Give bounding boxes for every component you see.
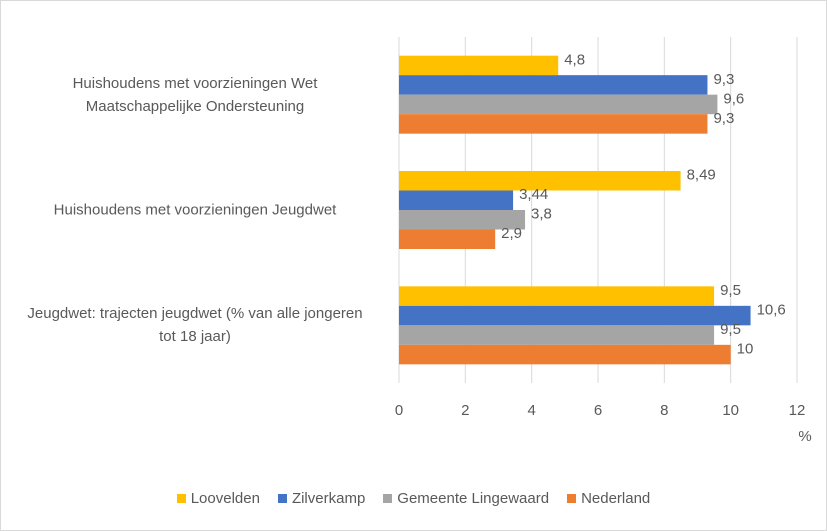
legend-item: Zilverkamp — [277, 490, 366, 507]
data-label: 9,5 — [720, 282, 741, 299]
legend-swatch — [383, 494, 393, 503]
legend-item: Gemeente Lingewaard — [383, 490, 549, 507]
legend-item: Nederland — [567, 490, 650, 507]
bar — [399, 210, 526, 230]
data-label: 3,8 — [531, 206, 552, 223]
data-label: 8,49 — [687, 167, 716, 184]
legend-swatch — [176, 494, 186, 503]
bar — [399, 286, 715, 306]
legend-label: Gemeente Lingewaard — [397, 490, 550, 507]
bar — [399, 305, 751, 326]
bar — [399, 190, 514, 210]
data-label: 4,8 — [564, 51, 585, 68]
bar — [399, 114, 708, 134]
x-tick-label: 8 — [660, 402, 668, 419]
legend-label: Nederland — [581, 490, 651, 507]
bar — [399, 344, 731, 365]
legend-item: Loovelden — [176, 490, 260, 507]
data-label: 9,3 — [713, 110, 734, 127]
data-label: 10 — [737, 341, 754, 358]
bar — [399, 75, 708, 95]
category-label: Huishoudens met voorzieningen Jeugdwet — [53, 201, 337, 219]
x-tick-label: 0 — [395, 402, 403, 419]
legend-swatch — [277, 494, 287, 503]
legend: Loovelden Zilverkamp Gemeente Lingewaard Ne… — [0, 490, 827, 507]
x-tick-label: 12 — [789, 402, 806, 419]
legend-label: Zilverkamp — [291, 490, 366, 507]
data-label: 9,5 — [720, 321, 741, 338]
x-axis-label: % — [798, 428, 811, 445]
data-label: 2,9 — [501, 225, 522, 242]
x-tick-label: 10 — [722, 402, 739, 419]
bar — [399, 55, 559, 76]
category-label: Huishoudens met voorzieningen Wet Maatsc… — [72, 74, 318, 115]
data-label: 3,44 — [519, 186, 548, 203]
legend-label: Loovelden — [190, 490, 260, 507]
data-label: 9,3 — [713, 71, 734, 88]
legend-swatch — [567, 494, 577, 503]
data-label: 9,6 — [723, 90, 744, 107]
x-tick-label: 2 — [461, 402, 469, 419]
category-label: Jeugdwet: trajecten jeugdwet (% van alle… — [27, 305, 363, 346]
data-label: 10,6 — [757, 302, 786, 319]
bar — [399, 229, 496, 249]
bar — [399, 325, 715, 345]
x-tick-label: 4 — [527, 402, 535, 419]
bar — [399, 94, 718, 115]
x-tick-label: 6 — [594, 402, 602, 419]
bar — [399, 171, 681, 191]
